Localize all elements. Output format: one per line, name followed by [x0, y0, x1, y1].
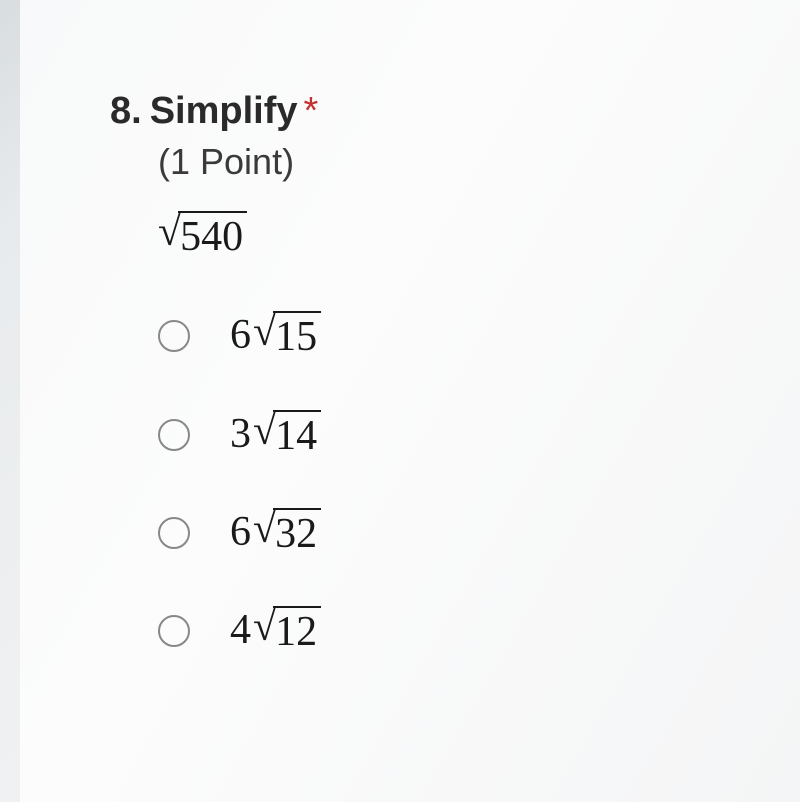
sqrt-expression: √ 32: [253, 508, 321, 558]
sqrt-expression: √ 540: [158, 211, 247, 261]
question-expression: √ 540: [158, 211, 800, 261]
radio-icon[interactable]: [158, 615, 190, 647]
radical-icon: √: [253, 311, 276, 353]
option-math: 6 √ 32: [230, 508, 321, 558]
option-row[interactable]: 6 √ 32: [158, 508, 800, 558]
option-row[interactable]: 3 √ 14: [158, 410, 800, 460]
radio-icon[interactable]: [158, 419, 190, 451]
option-row[interactable]: 6 √ 15: [158, 311, 800, 361]
radio-icon[interactable]: [158, 320, 190, 352]
sqrt-expression: √ 14: [253, 410, 321, 460]
question-points: (1 Point): [158, 141, 800, 183]
question-title: Simplify: [150, 90, 298, 133]
question-number: 8.: [110, 90, 142, 133]
sqrt-expression: √ 15: [253, 311, 321, 361]
radicand: 32: [273, 508, 321, 558]
option-math: 6 √ 15: [230, 311, 321, 361]
coefficient: 3: [230, 410, 251, 458]
coefficient: 6: [230, 508, 251, 556]
coefficient: 4: [230, 606, 251, 654]
radical-icon: √: [253, 606, 276, 648]
sqrt-expression: √ 12: [253, 606, 321, 656]
radicand: 12: [273, 606, 321, 656]
radical-icon: √: [158, 211, 181, 253]
radical-icon: √: [253, 508, 276, 550]
options-list: 6 √ 15 3 √ 14 6 √: [158, 311, 800, 656]
option-row[interactable]: 4 √ 12: [158, 606, 800, 656]
radicand: 15: [273, 311, 321, 361]
question-header: 8. Simplify *: [110, 90, 800, 133]
question-card: 8. Simplify * (1 Point) √ 540 6 √ 15 3: [20, 0, 800, 802]
radio-icon[interactable]: [158, 517, 190, 549]
coefficient: 6: [230, 311, 251, 359]
required-mark: *: [304, 90, 319, 133]
radicand: 14: [273, 410, 321, 460]
option-math: 3 √ 14: [230, 410, 321, 460]
radicand: 540: [178, 211, 247, 261]
radical-icon: √: [253, 410, 276, 452]
option-math: 4 √ 12: [230, 606, 321, 656]
